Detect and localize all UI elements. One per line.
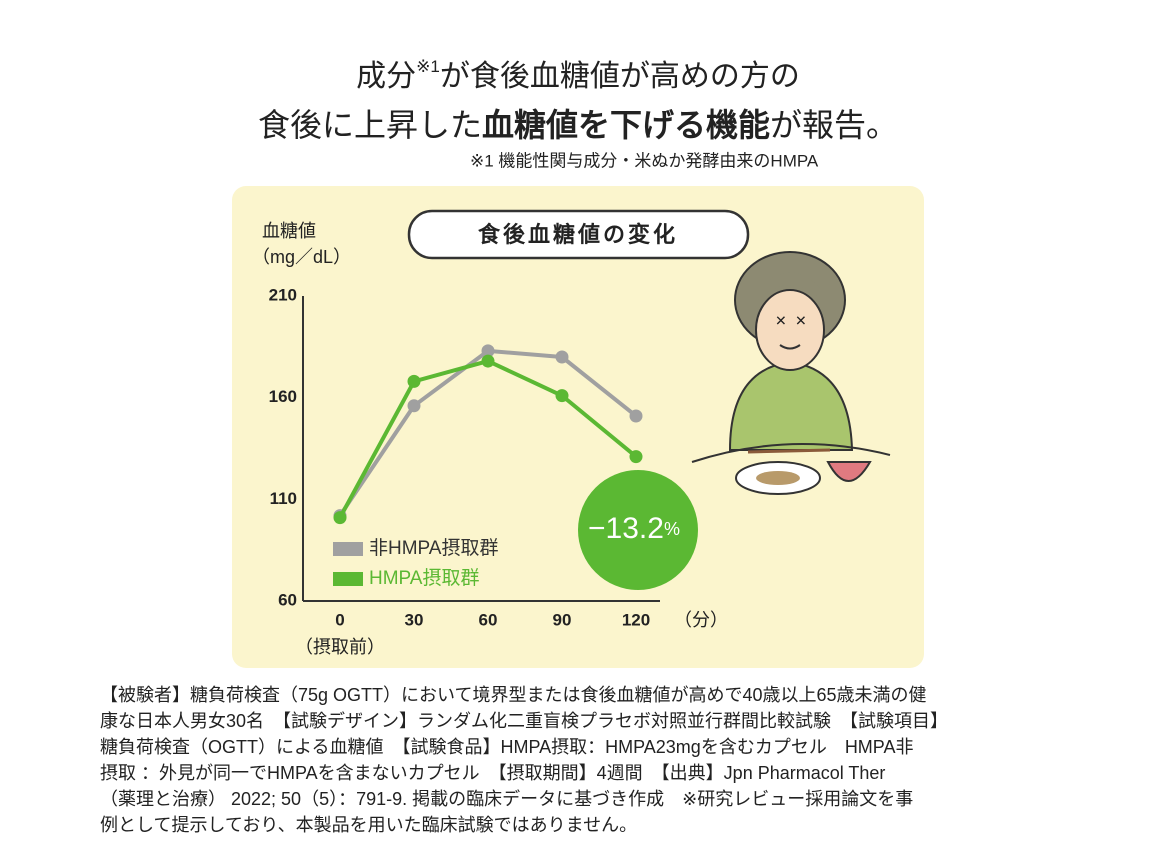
notes: 【被験者】糖負荷検査（75g OGTT）において境界型または食後血糖値が高めで4… [100,685,948,835]
point [407,374,421,388]
y-label: 血糖値 [262,221,316,241]
note-line: 康な日本人男女30名 【試験デザイン】ランダム化二重盲検プラセボ対照並行群間比較… [100,711,948,731]
point [629,450,643,464]
eye: ✕ [795,313,807,329]
note-line: 例として提示しており、本製品を用いた臨床試験ではありません。 [100,815,637,835]
legend-swatch [333,542,363,556]
note-line: 糖負荷検査（OGTT）による血糖値 【試験食品】HMPA摂取：HMPA23mgを… [100,737,913,757]
note-line: 【被験者】糖負荷検査（75g OGTT）において境界型または食後血糖値が高めで4… [100,685,927,705]
point [481,354,495,368]
x-tick-label: 30 [405,610,424,629]
eye: ✕ [775,313,787,329]
y-label: （mg／dL） [252,247,351,267]
point [555,350,569,364]
legend-label: HMPA摂取群 [369,567,479,589]
x-unit: （分） [674,610,728,630]
title-part: が報告。 [770,107,898,143]
legend-label: 非HMPA摂取群 [369,537,498,559]
legend-swatch [333,572,363,586]
note-line: （薬理と治療） 2022; 50（5）：791-9. 掲載の臨床データに基づき作… [100,789,913,809]
chart-title: 食後血糖値の変化 [478,222,678,247]
x-tick-label: 0 [335,610,344,629]
title-line: 成分※1が食後血糖値が高めの方の [356,57,800,92]
badge [578,470,698,590]
badge-unit: % [664,519,680,539]
badge-value: −13.2 [588,512,664,545]
title-line: 食後に上昇した血糖値を下げる機能が報告。 [258,107,898,143]
point [333,511,347,525]
x-tick-label: 90 [553,610,572,629]
chart-title-box [407,209,750,260]
point [555,389,569,403]
y-tick-label: 60 [278,590,297,609]
illustration: ✕ ✕ [691,251,891,495]
footnote: ※1 機能性関与成分・米ぬか発酵由来のHMPA [470,151,819,170]
title-part: 成分 [356,60,416,93]
point [407,399,421,413]
y-tick-label: 160 [269,387,297,406]
title-emphasis: 血糖値を下げる機能 [482,107,770,143]
badge-text: −13.2% [588,512,680,545]
title-part: が食後血糖値が高めの方の [440,60,800,93]
x-tick-label: 60 [479,610,498,629]
y-tick-label: 110 [270,489,297,508]
point [481,344,495,358]
note-line: 摂取 ：外見が同一でHMPAを含まないカプセル 【摂取期間】4週間 【出典】Jp… [100,763,885,783]
superscript: ※1 [416,57,440,76]
title-part: 食後に上昇した [258,107,482,143]
x-tick-label: 120 [622,610,650,629]
x-sublabel: （摂取前） [295,637,385,657]
point [629,409,643,423]
y-tick-label: 210 [269,285,297,304]
